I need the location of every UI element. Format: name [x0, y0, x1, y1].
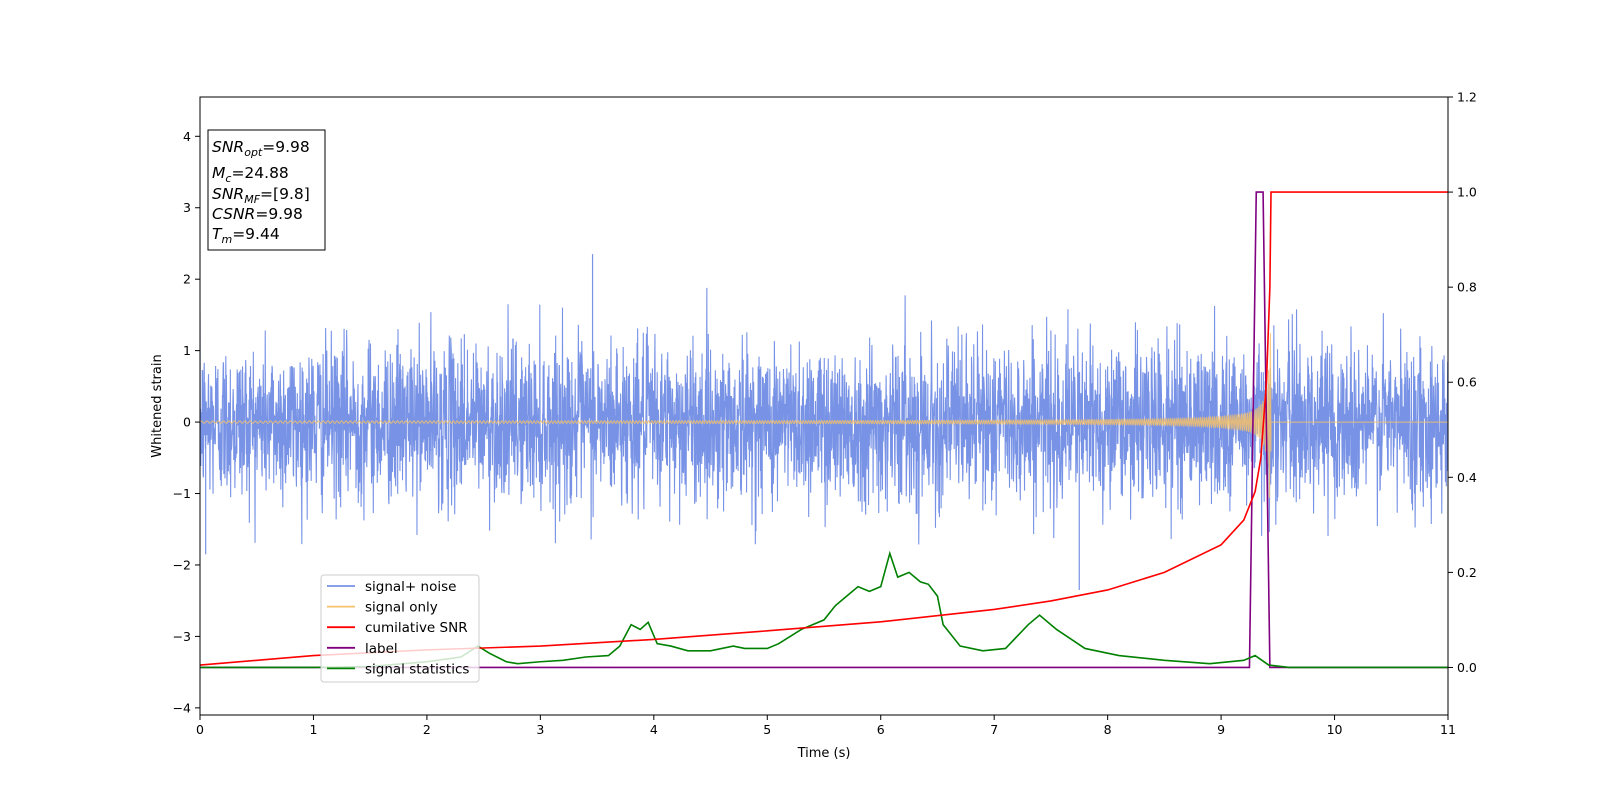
x-tick-label-11: 11: [1440, 722, 1456, 737]
annotation-line-3: CSNR=9.98: [212, 205, 303, 223]
x-tick-label-7: 7: [990, 722, 998, 737]
y-right-tick-label-0: 0.0: [1457, 660, 1477, 675]
annotation-line-1: Mc=24.88: [212, 164, 289, 185]
x-axis-label: Time (s): [797, 746, 851, 761]
annotation-line-2: SNRMF=[9.8]: [212, 185, 310, 206]
legend-label-3: label: [365, 641, 398, 657]
annotation-line-0: SNRopt=9.98: [212, 138, 310, 159]
y-left-tick-label-6: 2: [183, 272, 191, 287]
y-right-tick-label-6: 1.2: [1457, 90, 1477, 105]
series-layer: [200, 191, 1448, 669]
series-signal-statistics: [200, 550, 1448, 669]
legend-label-4: signal statistics: [365, 661, 469, 677]
y-left-tick-label-5: 1: [183, 343, 191, 358]
plot-frame: [199, 96, 1449, 716]
x-tick-label-6: 6: [877, 722, 885, 737]
x-tick-label-10: 10: [1327, 722, 1343, 737]
y-right-tick-label-1: 0.2: [1457, 565, 1477, 580]
y-left-tick-label-1: −3: [173, 629, 191, 644]
x-tick-label-9: 9: [1217, 722, 1225, 737]
series-cumulative-snr: [200, 191, 1448, 666]
annotation-line-4: Tm=9.44: [212, 225, 280, 246]
axes-layer: 0 1 2 3 4 5 6 7 8 9 10 11 −4 −3 −2 −1 0 1 2 3 4 0.0 0.2 0.4 0.6 0…: [173, 90, 1477, 738]
y-right-tick-label-2: 0.4: [1457, 470, 1477, 485]
y-left-tick-label-2: −2: [173, 557, 191, 572]
legend-frame: [320, 574, 480, 683]
legend-label-1: signal only: [365, 600, 438, 616]
y-left-tick-label-8: 4: [183, 129, 191, 144]
x-tick-label-4: 4: [650, 722, 658, 737]
x-tick-label-0: 0: [196, 722, 204, 737]
y-left-tick-label-0: −4: [173, 700, 191, 715]
y-right-tick-label-3: 0.6: [1457, 375, 1477, 390]
legend-label-0: signal+ noise: [365, 579, 456, 595]
y-right-tick-label-5: 1.0: [1457, 185, 1477, 200]
x-tick-label-8: 8: [1104, 722, 1112, 737]
legend: signal+ noise signal only cumilative SNR la…: [320, 574, 480, 683]
legend-label-2: cumilative SNR: [365, 620, 468, 636]
y-axis-label: Whitened strain: [150, 354, 165, 457]
y-right-tick-label-4: 0.8: [1457, 280, 1477, 295]
y-left-tick-label-7: 3: [183, 200, 191, 215]
x-tick-label-2: 2: [423, 722, 431, 737]
series-signal-only: [200, 332, 1448, 498]
x-tick-label-5: 5: [763, 722, 771, 737]
x-tick-label-1: 1: [309, 722, 317, 737]
x-tick-label-3: 3: [536, 722, 544, 737]
annotation-frame: [207, 129, 326, 251]
y-left-tick-label-4: 0: [183, 415, 191, 430]
y-left-tick-label-3: −1: [173, 486, 191, 501]
